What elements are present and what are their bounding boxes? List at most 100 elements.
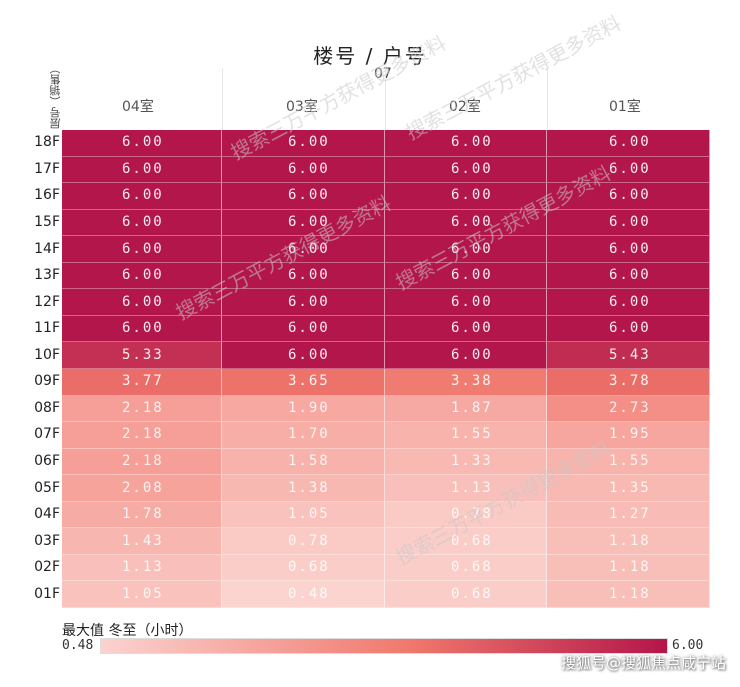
heatmap-cell [547,395,710,423]
cell-value-label: 1.55 [451,426,493,443]
column-header: 02室 [449,99,481,115]
row-label: 07F [34,426,60,443]
cell-value-label: 6.00 [451,346,493,363]
heatmap-cell [547,342,710,369]
cell-value-label: 6.00 [451,160,493,177]
cell-value-label: 6.00 [451,187,493,204]
cell-value-label: 6.00 [122,320,164,337]
heatmap-cell [547,554,710,582]
column-header: 01室 [609,99,641,115]
heatmap-cell [547,156,710,184]
heatmap-cell [222,342,385,369]
heatmap-cell [62,156,222,184]
heatmap-grid: 6.00 6.00 6.00 6.00 6.00 6.00 6.00 6.00 6.00 6.00… [62,130,710,608]
cell-value-label: 0.68 [451,532,493,549]
cell-value-label: 0.68 [451,585,493,602]
cell-value-label: 1.87 [451,399,493,416]
heatmap-cell [62,528,222,555]
heatmap-cell [385,528,547,555]
heatmap-cell [222,475,385,502]
cell-value-label: 0.68 [451,559,493,576]
heatmap-cell [547,130,710,157]
cell-value-label: 1.05 [122,585,164,602]
heatmap-cell [222,422,385,449]
watermark: 搜索三万平方获得更多资料 [401,10,626,145]
heatmap-cell [385,289,547,316]
heatmap-cell [547,581,710,608]
chart-title: 楼号 / 户号 [313,44,427,68]
column-header: 03室 [286,99,318,115]
heatmap-cell [547,448,710,476]
row-label: 14F [34,240,60,257]
row-label: 18F [34,134,60,151]
heatmap-cell [222,501,385,529]
cell-value-label: 2.08 [122,479,164,496]
cell-value-label: 1.27 [609,506,651,523]
cell-value-label: 6.00 [609,267,651,284]
heatmap-cell [222,156,385,184]
cell-value-label: 6.00 [288,213,330,230]
heatmap-cell [385,315,547,343]
heatmap-cell [222,130,385,157]
heatmap-cell [222,315,385,343]
cell-value-label: 0.78 [288,532,330,549]
heatmap-cell [385,395,547,423]
heatmap-cell [385,183,547,210]
heatmap-cell [385,448,547,476]
heatmap-cell [62,236,222,263]
heatmap-cell [385,475,547,502]
row-label: 05F [34,479,60,496]
heatmap-cell [385,262,547,290]
cell-value-label: 6.00 [288,320,330,337]
row-label: 06F [34,452,60,469]
cell-value-label: 6.00 [609,213,651,230]
heatmap-cell [62,475,222,502]
cell-value-label: 5.33 [122,346,164,363]
cell-value-label: 1.35 [609,479,651,496]
heatmap-cell [62,554,222,582]
source-label: 搜狐号@搜狐焦点咸宁站 [560,654,726,672]
row-label: 12F [34,293,60,310]
building-number: 07 [374,66,392,82]
cell-value-label: 6.00 [288,240,330,257]
cell-value-label: 6.00 [122,213,164,230]
cell-value-label: 2.73 [609,399,651,416]
cell-value-label: 1.95 [609,426,651,443]
heatmap-cell [385,236,547,263]
heatmap-cell [62,422,222,449]
heatmap-cell [62,501,222,529]
heatmap-cell [222,262,385,290]
cell-value-label: 6.00 [451,134,493,151]
heatmap-cell [222,554,385,582]
heatmap-cell [547,289,710,316]
cell-value-label: 6.00 [122,134,164,151]
cell-value-label: 5.43 [609,346,651,363]
cell-value-label: 6.00 [122,160,164,177]
heatmap-cell [62,448,222,476]
heatmap-cell [385,581,547,608]
heatmap-cell [547,369,710,396]
heatmap-cell [547,262,710,290]
cell-value-label: 6.00 [288,267,330,284]
heatmap-cell [385,156,547,184]
cell-value-label: 1.43 [122,532,164,549]
heatmap-cell [222,528,385,555]
cell-value-label: 6.00 [288,293,330,310]
cell-value-label: 1.70 [288,426,330,443]
legend-color-bar [100,638,668,654]
cell-value-label: 1.58 [288,452,330,469]
heatmap-cell [62,130,222,157]
heatmap-cell [222,236,385,263]
cell-value-label: 1.78 [122,506,164,523]
cell-value-label: 6.00 [288,346,330,363]
row-label: 16F [34,187,60,204]
heatmap-cell [222,183,385,210]
cell-value-label: 3.38 [451,373,493,390]
cell-value-label: 0.68 [288,559,330,576]
heatmap-cell [385,209,547,237]
cell-value-label: 6.00 [609,240,651,257]
cell-value-label: 0.48 [288,585,330,602]
heatmap-cell [385,130,547,157]
cell-value-label: 6.00 [122,240,164,257]
heatmap-cell [62,315,222,343]
